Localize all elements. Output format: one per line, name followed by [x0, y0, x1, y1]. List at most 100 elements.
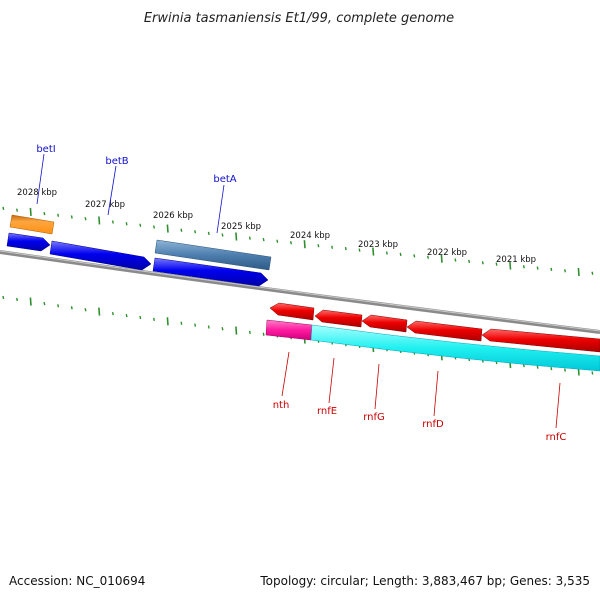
- minor-tick: [111, 311, 114, 316]
- minor-tick: [194, 230, 197, 234]
- minor-tick: [2, 206, 5, 211]
- gene-arrow-orange[interactable]: [9, 214, 55, 235]
- gene-label-rnfg[interactable]: rnfG: [363, 412, 385, 423]
- minor-tick: [262, 237, 265, 242]
- minor-tick: [262, 332, 265, 336]
- minor-tick: [564, 269, 566, 273]
- minor-tick: [427, 255, 429, 259]
- minor-tick: [139, 315, 142, 320]
- scale-label: 2027 kbp: [85, 200, 125, 210]
- gene-arrow-beti[interactable]: [6, 232, 51, 252]
- minor-tick: [564, 368, 566, 372]
- minor-tick: [550, 366, 553, 371]
- major-tick: [235, 326, 238, 335]
- minor-tick: [84, 217, 87, 221]
- gene-label-rnfe[interactable]: rnfE: [317, 406, 337, 417]
- position-ticks-outer: [2, 206, 594, 277]
- leader-line: [216, 184, 225, 234]
- leader-line: [107, 165, 117, 216]
- scale-label: 2028 kbp: [17, 188, 57, 198]
- minor-tick: [125, 313, 128, 318]
- gene-label-betb[interactable]: betB: [105, 156, 128, 167]
- minor-tick: [125, 222, 128, 226]
- minor-tick: [70, 306, 73, 310]
- major-tick: [577, 267, 580, 277]
- major-tick: [166, 317, 169, 326]
- minor-tick: [16, 208, 18, 212]
- minor-tick: [70, 215, 73, 219]
- minor-tick: [84, 308, 87, 312]
- genome-summary-text: Topology: circular; Length: 3,883,467 bp…: [260, 574, 590, 588]
- scale-label: 2021 kbp: [496, 255, 536, 265]
- leader-line: [555, 382, 561, 429]
- forward-gene-labels: betI betB betA: [36, 144, 237, 234]
- major-tick: [98, 216, 101, 225]
- major-tick: [29, 297, 32, 306]
- minor-tick: [221, 233, 224, 237]
- scale-label: 2023 kbp: [358, 240, 398, 250]
- minor-tick: [207, 231, 210, 236]
- minor-tick: [317, 244, 320, 248]
- minor-tick: [454, 258, 457, 262]
- minor-tick: [399, 252, 402, 257]
- major-tick: [166, 224, 169, 233]
- scale-label: 2026 kbp: [153, 211, 193, 221]
- minor-tick: [180, 228, 183, 232]
- reverse-strand: [265, 302, 600, 372]
- scale-label: 2024 kbp: [290, 231, 330, 241]
- major-tick: [235, 232, 238, 241]
- gene-arrow-cyan[interactable]: [310, 324, 600, 372]
- minor-tick: [344, 246, 347, 251]
- leader-line: [433, 370, 439, 417]
- minor-tick: [2, 295, 5, 300]
- minor-tick: [248, 330, 251, 335]
- minor-tick: [522, 265, 525, 269]
- gene-label-beti[interactable]: betI: [36, 144, 55, 155]
- gene-arrow-rnfe[interactable]: [314, 309, 363, 328]
- gene-arrow-rnfc[interactable]: [481, 328, 600, 353]
- minor-tick: [111, 220, 114, 224]
- gene-arrow-beta[interactable]: [152, 257, 269, 287]
- gene-arrow-rnfd[interactable]: [406, 320, 483, 342]
- gene-label-rnfd[interactable]: rnfD: [422, 419, 444, 430]
- minor-tick: [43, 301, 46, 306]
- gene-arrow-red[interactable]: [269, 302, 315, 321]
- gene-arrow-nth[interactable]: [265, 319, 313, 341]
- minor-tick: [468, 259, 471, 264]
- minor-tick: [194, 323, 197, 327]
- leader-line: [374, 363, 380, 410]
- major-tick: [372, 247, 375, 256]
- minor-tick: [536, 266, 539, 270]
- scale-label: 2022 kbp: [427, 248, 467, 258]
- minor-tick: [481, 261, 484, 265]
- leader-line: [281, 351, 290, 397]
- forward-strand: [6, 214, 272, 287]
- minor-tick: [180, 321, 183, 325]
- minor-tick: [57, 304, 60, 308]
- minor-tick: [207, 325, 210, 329]
- minor-tick: [536, 365, 539, 369]
- minor-tick: [358, 248, 361, 252]
- reverse-gene-labels: nth rnfE rnfG rnfD rnfC: [273, 351, 567, 443]
- minor-tick: [385, 251, 388, 255]
- gene-label-beta[interactable]: betA: [213, 174, 236, 185]
- gene-arrow-betb[interactable]: [49, 240, 152, 271]
- gene-label-nth[interactable]: nth: [273, 400, 290, 411]
- gene-arrow-rnfg[interactable]: [361, 314, 408, 333]
- major-tick: [303, 240, 306, 249]
- minor-tick: [248, 236, 251, 240]
- gene-label-rnfc[interactable]: rnfC: [546, 432, 567, 443]
- leader-line: [328, 357, 335, 404]
- minor-tick: [43, 211, 46, 216]
- accession-text: Accession: NC_010694: [9, 574, 146, 588]
- minor-tick: [139, 223, 142, 227]
- map-title: Erwinia tasmaniensis Et1/99, complete ge…: [144, 11, 454, 26]
- minor-tick: [331, 245, 334, 249]
- minor-tick: [591, 371, 594, 375]
- genome-backbone: [0, 250, 600, 334]
- leader-line: [36, 153, 45, 205]
- minor-tick: [550, 267, 553, 272]
- gene-arrow-steel[interactable]: [154, 239, 272, 271]
- minor-tick: [413, 254, 416, 258]
